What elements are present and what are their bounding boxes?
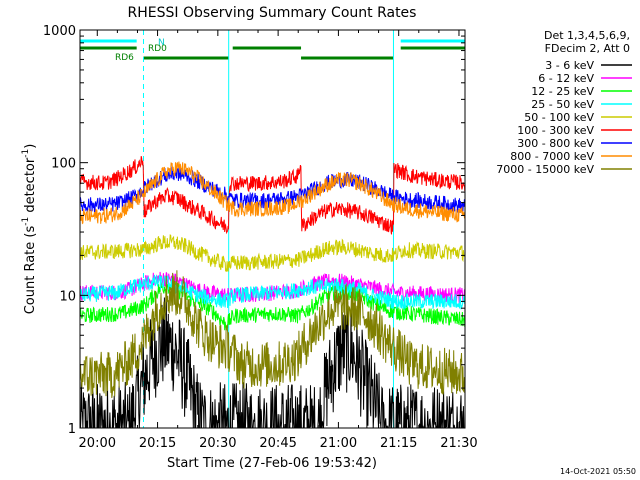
series-line-12-25-kev bbox=[79, 279, 466, 331]
legend-label-100-300-kev: 100 - 300 keV bbox=[517, 124, 594, 137]
series-line-100-300-kev bbox=[79, 155, 466, 235]
legend-label-25-50-kev: 25 - 50 keV bbox=[531, 98, 594, 111]
x-tick-label: 21:00 bbox=[320, 436, 357, 451]
plot-frame bbox=[79, 29, 466, 429]
series-line-7000-15000-kev bbox=[79, 270, 466, 398]
y-tick-label: 1 bbox=[68, 422, 76, 437]
y-tick-label: 1000 bbox=[43, 24, 76, 39]
series-800-7000-kev bbox=[79, 161, 466, 225]
flag-label-rd0: RD0 bbox=[148, 44, 167, 54]
legend-label-300-800-kev: 300 - 800 keV bbox=[517, 137, 594, 150]
series-layer bbox=[79, 155, 466, 429]
series-100-300-kev bbox=[79, 155, 466, 235]
legend-label-3-6-kev: 3 - 6 keV bbox=[545, 59, 594, 72]
series-line-3-6-kev bbox=[79, 297, 465, 429]
y-tick-label: 100 bbox=[51, 157, 76, 172]
legend-label-50-100-kev: 50 - 100 keV bbox=[524, 111, 594, 124]
series-6-12-kev bbox=[79, 271, 466, 303]
x-axis-label: Start Time (27-Feb-06 19:53:42) bbox=[167, 456, 377, 471]
legend-label-6-12-kev: 6 - 12 keV bbox=[538, 72, 594, 85]
series-line-25-50-kev bbox=[79, 274, 466, 311]
legend-header-line-1: Det 1,3,4,5,6,9, bbox=[544, 29, 630, 42]
series-3-6-kev bbox=[79, 297, 465, 429]
series-12-25-kev bbox=[79, 279, 466, 331]
series-25-50-kev bbox=[79, 274, 466, 311]
x-axis-ticks: 20:00 20:15 20:30 20:45 21:00 21:15 21:30 bbox=[79, 30, 478, 451]
y-axis-ticks: 1 10 100 1000 bbox=[43, 24, 465, 437]
y-axis-label: Count Rate (s-1 detector-1) bbox=[21, 144, 38, 315]
x-tick-label: 20:15 bbox=[139, 436, 176, 451]
x-tick-label: 21:30 bbox=[440, 436, 477, 451]
chart-title: RHESSI Observing Summary Count Rates bbox=[128, 5, 417, 21]
series-line-800-7000-kev bbox=[79, 161, 466, 225]
x-tick-label: 20:30 bbox=[199, 436, 236, 451]
x-tick-label: 20:00 bbox=[79, 436, 116, 451]
legend-label-12-25-kev: 12 - 25 keV bbox=[531, 85, 594, 98]
flag-label-rd6: RD6 bbox=[115, 53, 134, 63]
date-stamp: 14-Oct-2021 05:50 bbox=[560, 467, 636, 476]
flag-label-n: N bbox=[158, 38, 165, 48]
series-7000-15000-kev bbox=[79, 270, 466, 398]
legend-label-7000-15000-kev: 7000 - 15000 keV bbox=[496, 163, 594, 176]
series-50-100-kev bbox=[79, 234, 466, 272]
x-tick-label: 21:15 bbox=[380, 436, 417, 451]
y-tick-label: 10 bbox=[59, 289, 76, 304]
legend-header-line-2: FDecim 2, Att 0 bbox=[545, 42, 630, 55]
flag-bars-layer bbox=[80, 39, 465, 60]
series-line-50-100-kev bbox=[79, 234, 466, 272]
x-tick-label: 20:45 bbox=[259, 436, 296, 451]
series-line-6-12-kev bbox=[79, 271, 466, 303]
legend-label-800-7000-kev: 800 - 7000 keV bbox=[510, 150, 594, 163]
